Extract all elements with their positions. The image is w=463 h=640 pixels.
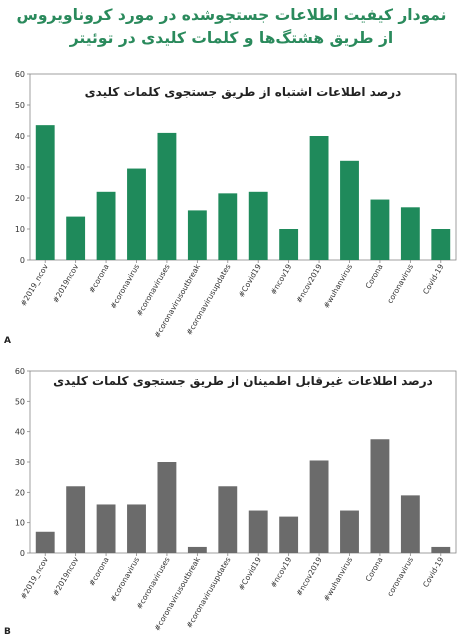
bar — [248, 510, 268, 553]
bar — [35, 125, 55, 261]
y-tick-label: 60 — [15, 367, 25, 376]
x-tick-label: #coronavirus — [108, 555, 141, 603]
bar — [279, 229, 299, 260]
bar — [96, 191, 116, 260]
bar — [218, 486, 238, 553]
bar — [248, 191, 268, 260]
y-tick-label: 40 — [15, 428, 25, 437]
y-tick-label: 30 — [15, 458, 25, 467]
bar — [66, 216, 86, 260]
bar — [340, 510, 359, 553]
x-tick-label: #2019_ncov — [19, 262, 51, 308]
x-tick-label: #ncov19 — [269, 262, 294, 296]
bar — [66, 486, 86, 553]
bar — [157, 462, 177, 553]
panel-label: A — [4, 336, 11, 346]
chart-title: درصد اطلاعات اشتباه از طریق جستجوی کلمات… — [85, 85, 402, 100]
bar — [218, 193, 238, 260]
bar — [309, 136, 329, 260]
y-tick-label: 10 — [15, 519, 25, 528]
x-tick-label: #coronavirus — [108, 262, 141, 310]
y-tick-label: 20 — [15, 194, 25, 203]
x-tick-label: #2019_ncov — [19, 555, 51, 601]
x-tick-label: #wuhanvirus — [322, 555, 355, 602]
y-tick-label: 20 — [15, 488, 25, 497]
bar — [340, 160, 359, 260]
bar — [431, 229, 451, 260]
y-tick-label: 10 — [15, 225, 25, 234]
plot-frame — [29, 73, 457, 261]
x-tick-label: #2019ncov — [51, 555, 81, 597]
x-tick-label: #wuhanvirus — [322, 262, 355, 309]
x-tick-label: #Covid19 — [237, 555, 263, 592]
chart-b: 0 10 20 30 40 50 60 درصد اطلاعات غیرقابل اطمینا… — [4, 367, 457, 637]
plot-frame — [29, 370, 457, 554]
bar — [127, 504, 146, 553]
x-tick-label: Corona — [364, 263, 385, 291]
x-tick-label: Covid-19 — [421, 262, 446, 296]
bar — [400, 207, 420, 260]
bar — [35, 531, 55, 553]
panel-label: B — [4, 627, 11, 637]
bar — [96, 504, 116, 553]
bar — [370, 439, 390, 553]
header-title: نمودار کیفیت اطلاعات جستجوشده در مورد کر… — [0, 4, 463, 50]
x-tick-label: #ncov2019 — [294, 262, 324, 304]
header-title-line-2: از طریق هشتگ‌ها و کلمات کلیدی در توئیتر — [69, 29, 394, 47]
y-tick-label: 0 — [20, 549, 25, 558]
bar — [370, 199, 390, 260]
chart-title: درصد اطلاعات غیرقابل اطمینان از طریق جست… — [53, 374, 433, 389]
y-tick-label: 0 — [20, 256, 25, 265]
x-tick-label: #Covid19 — [237, 262, 263, 299]
bar — [187, 210, 207, 260]
x-tick-label: #ncov2019 — [294, 555, 324, 597]
y-tick-label: 50 — [15, 101, 25, 110]
x-tick-label: coronavirus — [385, 555, 415, 598]
bar — [157, 132, 177, 260]
y-tick-label: 60 — [15, 70, 25, 79]
bar — [279, 516, 299, 553]
bar — [127, 168, 146, 260]
bar — [309, 460, 329, 553]
x-tick-label: #corona — [87, 556, 111, 588]
header-title-line-1: نمودار کیفیت اطلاعات جستجوشده در مورد کر… — [16, 6, 447, 24]
x-tick-label: Covid-19 — [421, 555, 446, 589]
bar — [431, 546, 451, 553]
x-tick-label: #ncov19 — [269, 555, 294, 589]
bar — [400, 495, 420, 553]
y-tick-label: 40 — [15, 132, 25, 141]
x-tick-label: #2019ncov — [51, 262, 81, 304]
chart-a: 0 10 20 30 40 50 60 درصد اطلاعات اشتباه از طریق… — [4, 70, 457, 346]
bar — [187, 546, 207, 553]
x-tick-label: #corona — [87, 263, 111, 295]
y-tick-label: 50 — [15, 397, 25, 406]
x-tick-label: coronavirus — [385, 262, 415, 305]
x-tick-label: Corona — [364, 556, 385, 584]
y-tick-label: 30 — [15, 163, 25, 172]
